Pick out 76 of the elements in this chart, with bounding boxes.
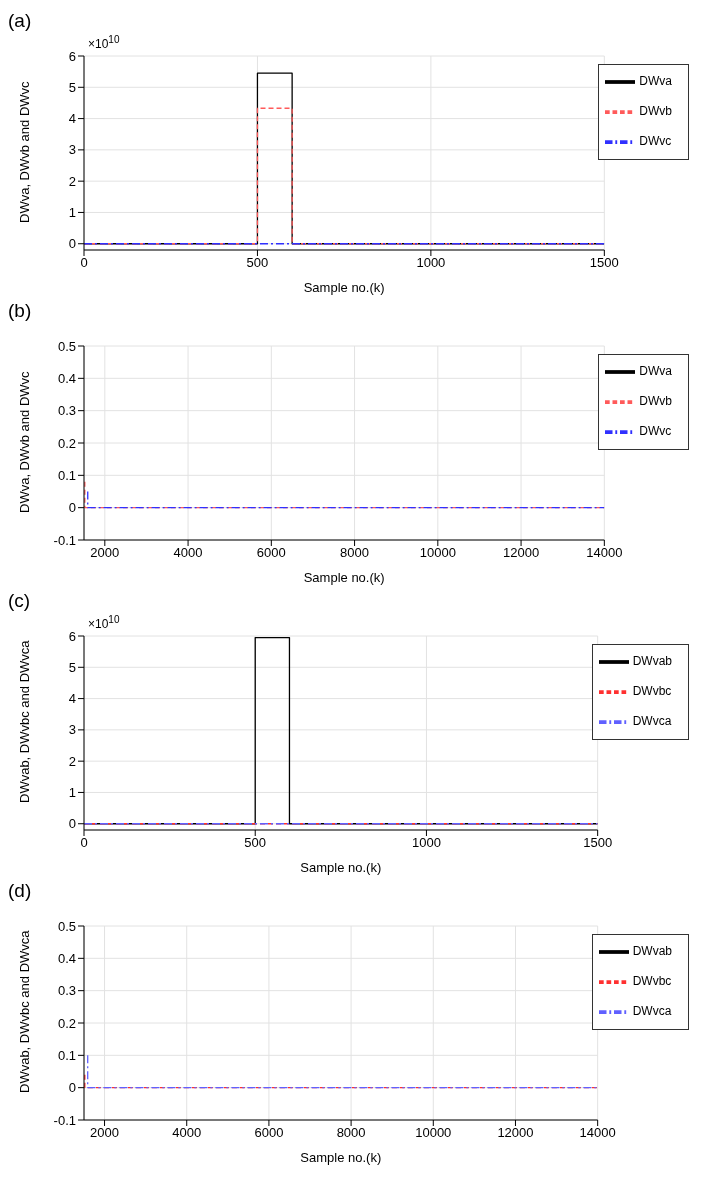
text: ×10$^{10}$ <box>88 614 120 631</box>
y-tick-label: 4 <box>68 691 76 707</box>
y-tick-label: 0 <box>68 1080 76 1096</box>
x-tick-label: 0 <box>80 835 88 851</box>
y-tick-label: 0.1 <box>57 467 76 483</box>
x-tick-label: 14000 <box>579 1125 616 1141</box>
y-tick-label: 0.3 <box>57 983 76 999</box>
x-tick-label: 10000 <box>419 545 456 561</box>
x-tick-label: 500 <box>244 835 267 851</box>
x-axis-title: Sample no.(k) <box>300 860 382 875</box>
y-tick-label: 3 <box>68 722 76 738</box>
legend-label: DWvb <box>639 394 672 409</box>
y-tick-label: 0.1 <box>57 1047 76 1063</box>
y-axis-title: DWva, DWvb and DWvc <box>16 80 32 223</box>
x-tick-label: 1000 <box>411 835 441 851</box>
x-axis-title: Sample no.(k) <box>300 1150 382 1165</box>
y-tick-label: 0.5 <box>57 338 76 354</box>
y-tick-label: 6 <box>68 48 76 64</box>
legend-label: DWvab <box>632 944 672 959</box>
y-axis-title: DWvab, DWvbc and DWvca <box>16 929 32 1093</box>
y-tick-label: -0.1 <box>53 1112 76 1128</box>
x-tick-label: 500 <box>246 255 269 271</box>
x-tick-label: 4000 <box>172 1125 202 1141</box>
x-tick-label: 6000 <box>254 1125 284 1141</box>
y-tick-label: 3 <box>68 142 76 158</box>
x-tick-label: 8000 <box>340 545 370 561</box>
x-tick-label: 1500 <box>589 255 619 271</box>
legend-label: DWvab <box>632 654 672 669</box>
x-tick-label: 14000 <box>586 545 623 561</box>
x-tick-label: 2000 <box>90 545 120 561</box>
y-tick-label: 5 <box>68 659 76 675</box>
chart-title: (c) <box>8 589 32 613</box>
x-tick-label: 0 <box>80 255 88 271</box>
chart-title: (d) <box>8 879 33 903</box>
legend-label: DWvbc <box>632 974 672 989</box>
legend-label: DWva <box>639 74 672 89</box>
y-tick-label: 0 <box>68 500 76 516</box>
y-axis-title: DWvab, DWvbc and DWvca <box>16 639 32 803</box>
chart-title: (a) <box>8 9 33 33</box>
y-tick-label: 2 <box>68 753 76 769</box>
y-tick-label: 1 <box>68 785 76 801</box>
x-tick-label: 2000 <box>90 1125 120 1141</box>
legend-label: DWvbc <box>632 684 672 699</box>
y-tick-label: -0.1 <box>53 532 76 548</box>
x-tick-label: 12000 <box>503 545 540 561</box>
x-tick-label: 6000 <box>256 545 286 561</box>
x-tick-label: 12000 <box>497 1125 534 1141</box>
y-tick-label: 0.4 <box>57 370 76 386</box>
y-tick-label: 1 <box>68 205 76 221</box>
x-axis-title: Sample no.(k) <box>303 570 385 585</box>
y-axis-title: DWva, DWvb and DWvc <box>16 370 32 513</box>
y-tick-label: 0.2 <box>57 1015 76 1031</box>
y-tick-label: 4 <box>68 111 76 127</box>
x-tick-label: 1000 <box>416 255 446 271</box>
chart-title: (b) <box>8 299 33 323</box>
legend-label: DWva <box>639 364 672 379</box>
y-tick-label: 0.3 <box>57 403 76 419</box>
legend-label: DWvca <box>632 1004 672 1019</box>
y-tick-label: 0 <box>68 236 76 252</box>
legend-label: DWvc <box>639 134 672 149</box>
y-tick-label: 2 <box>68 173 76 189</box>
y-tick-label: 6 <box>68 628 76 644</box>
y-tick-label: 5 <box>68 79 76 95</box>
legend-label: DWvb <box>639 104 672 119</box>
x-axis-title: Sample no.(k) <box>303 280 385 295</box>
y-tick-label: 0.5 <box>57 918 76 934</box>
y-tick-label: 0.4 <box>57 950 76 966</box>
y-tick-label: 0 <box>68 816 76 832</box>
x-tick-label: 8000 <box>336 1125 366 1141</box>
legend-label: DWvca <box>632 714 672 729</box>
x-tick-label: 10000 <box>415 1125 452 1141</box>
text: ×10$^{10}$ <box>88 34 120 51</box>
x-tick-label: 4000 <box>173 545 203 561</box>
x-tick-label: 1500 <box>583 835 613 851</box>
y-tick-label: 0.2 <box>57 435 76 451</box>
legend-label: DWvc <box>639 424 672 439</box>
